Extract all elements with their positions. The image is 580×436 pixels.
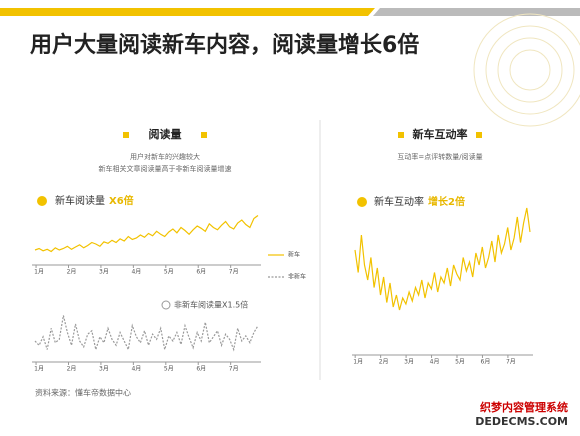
annotation-label: 新车互动率 [374,195,424,208]
top-bar-gray [373,8,580,16]
source: 资料来源：懂车帝数据中心 [35,388,131,398]
x-tick-label: 5月 [164,366,174,373]
top-bar [0,8,375,16]
panel-header: 新车互动率 [413,127,468,141]
header-deco [201,132,207,138]
badge-icon [37,196,47,206]
x-tick-label: 3月 [99,366,109,373]
header-deco [398,132,404,138]
x-tick-label: 4月 [430,359,440,366]
x-tick-label: 7月 [229,269,239,276]
x-tick-label: 1月 [353,359,363,366]
decor-rings [473,13,580,127]
x-tick-label: 2月 [379,359,389,366]
annotation: 新车互动率 增长2倍 [374,195,465,208]
x-tick-label: 1月 [34,269,44,276]
watermark: DEDECMS.COM [475,415,568,428]
x-tick-label: 6月 [196,366,206,373]
x-tick-label: 5月 [164,269,174,276]
line-series [34,215,259,253]
line-series [34,315,259,352]
x-tick-label: 5月 [455,359,465,366]
x-tick-label: 7月 [229,366,239,373]
panel-header: 阅读量 [149,127,182,141]
header-deco [476,132,482,138]
x-tick-label: 6月 [481,359,491,366]
panel-subtitle: 互动率=点评转数量/阅读量 [397,152,482,161]
x-tick-label: 1月 [34,366,44,373]
header-deco [123,132,129,138]
annotation-label: 新车阅读量 [55,194,105,207]
x-tick-label: 3月 [404,359,414,366]
x-tick-label: 2月 [67,269,77,276]
annotation: 新车阅读量 X6倍 [55,194,134,207]
watermark: 织梦内容管理系统 [480,400,568,414]
legend-label: 非新车 [288,273,306,281]
x-tick-label: 7月 [506,359,516,366]
legend-label: 新车 [288,251,300,259]
annotation-highlight: X6倍 [109,194,134,207]
badge-icon [357,197,367,207]
slide-title: 用户大量阅读新车内容，阅读量增长6倍 [30,32,419,58]
x-tick-label: 6月 [196,269,206,276]
panel-subtitle: 新车相关文章阅读量高于非新车阅读量增速 [99,164,232,173]
panel-subtitle: 用户对新车的兴趣较大 [130,152,200,161]
x-tick-label: 2月 [67,366,77,373]
x-tick-label: 4月 [131,269,141,276]
x-tick-label: 4月 [131,366,141,373]
x-tick-label: 3月 [99,269,109,276]
annotation-highlight: 增长2倍 [428,195,465,208]
annotation: 非新车阅读量X1.5倍 [174,300,248,310]
line-series [354,207,531,311]
badge-icon [161,300,171,310]
